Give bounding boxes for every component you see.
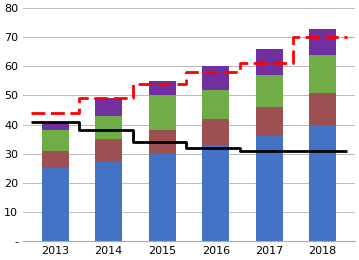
Bar — [309, 125, 336, 241]
Bar — [42, 168, 69, 241]
Bar — [202, 66, 229, 90]
Bar — [202, 119, 229, 145]
Bar — [42, 130, 69, 151]
Bar — [309, 29, 336, 55]
Bar — [95, 139, 122, 162]
Bar — [256, 75, 283, 107]
Bar — [95, 98, 122, 116]
Bar — [95, 116, 122, 139]
Bar — [42, 151, 69, 168]
Bar — [202, 145, 229, 241]
Bar — [42, 122, 69, 130]
Bar — [149, 81, 176, 95]
Bar — [149, 95, 176, 130]
Bar — [256, 136, 283, 241]
Bar — [149, 130, 176, 154]
Bar — [309, 93, 336, 125]
Bar — [256, 107, 283, 136]
Bar — [202, 90, 229, 119]
Bar — [256, 49, 283, 75]
Bar — [95, 162, 122, 241]
Bar — [309, 55, 336, 93]
Bar — [149, 154, 176, 241]
